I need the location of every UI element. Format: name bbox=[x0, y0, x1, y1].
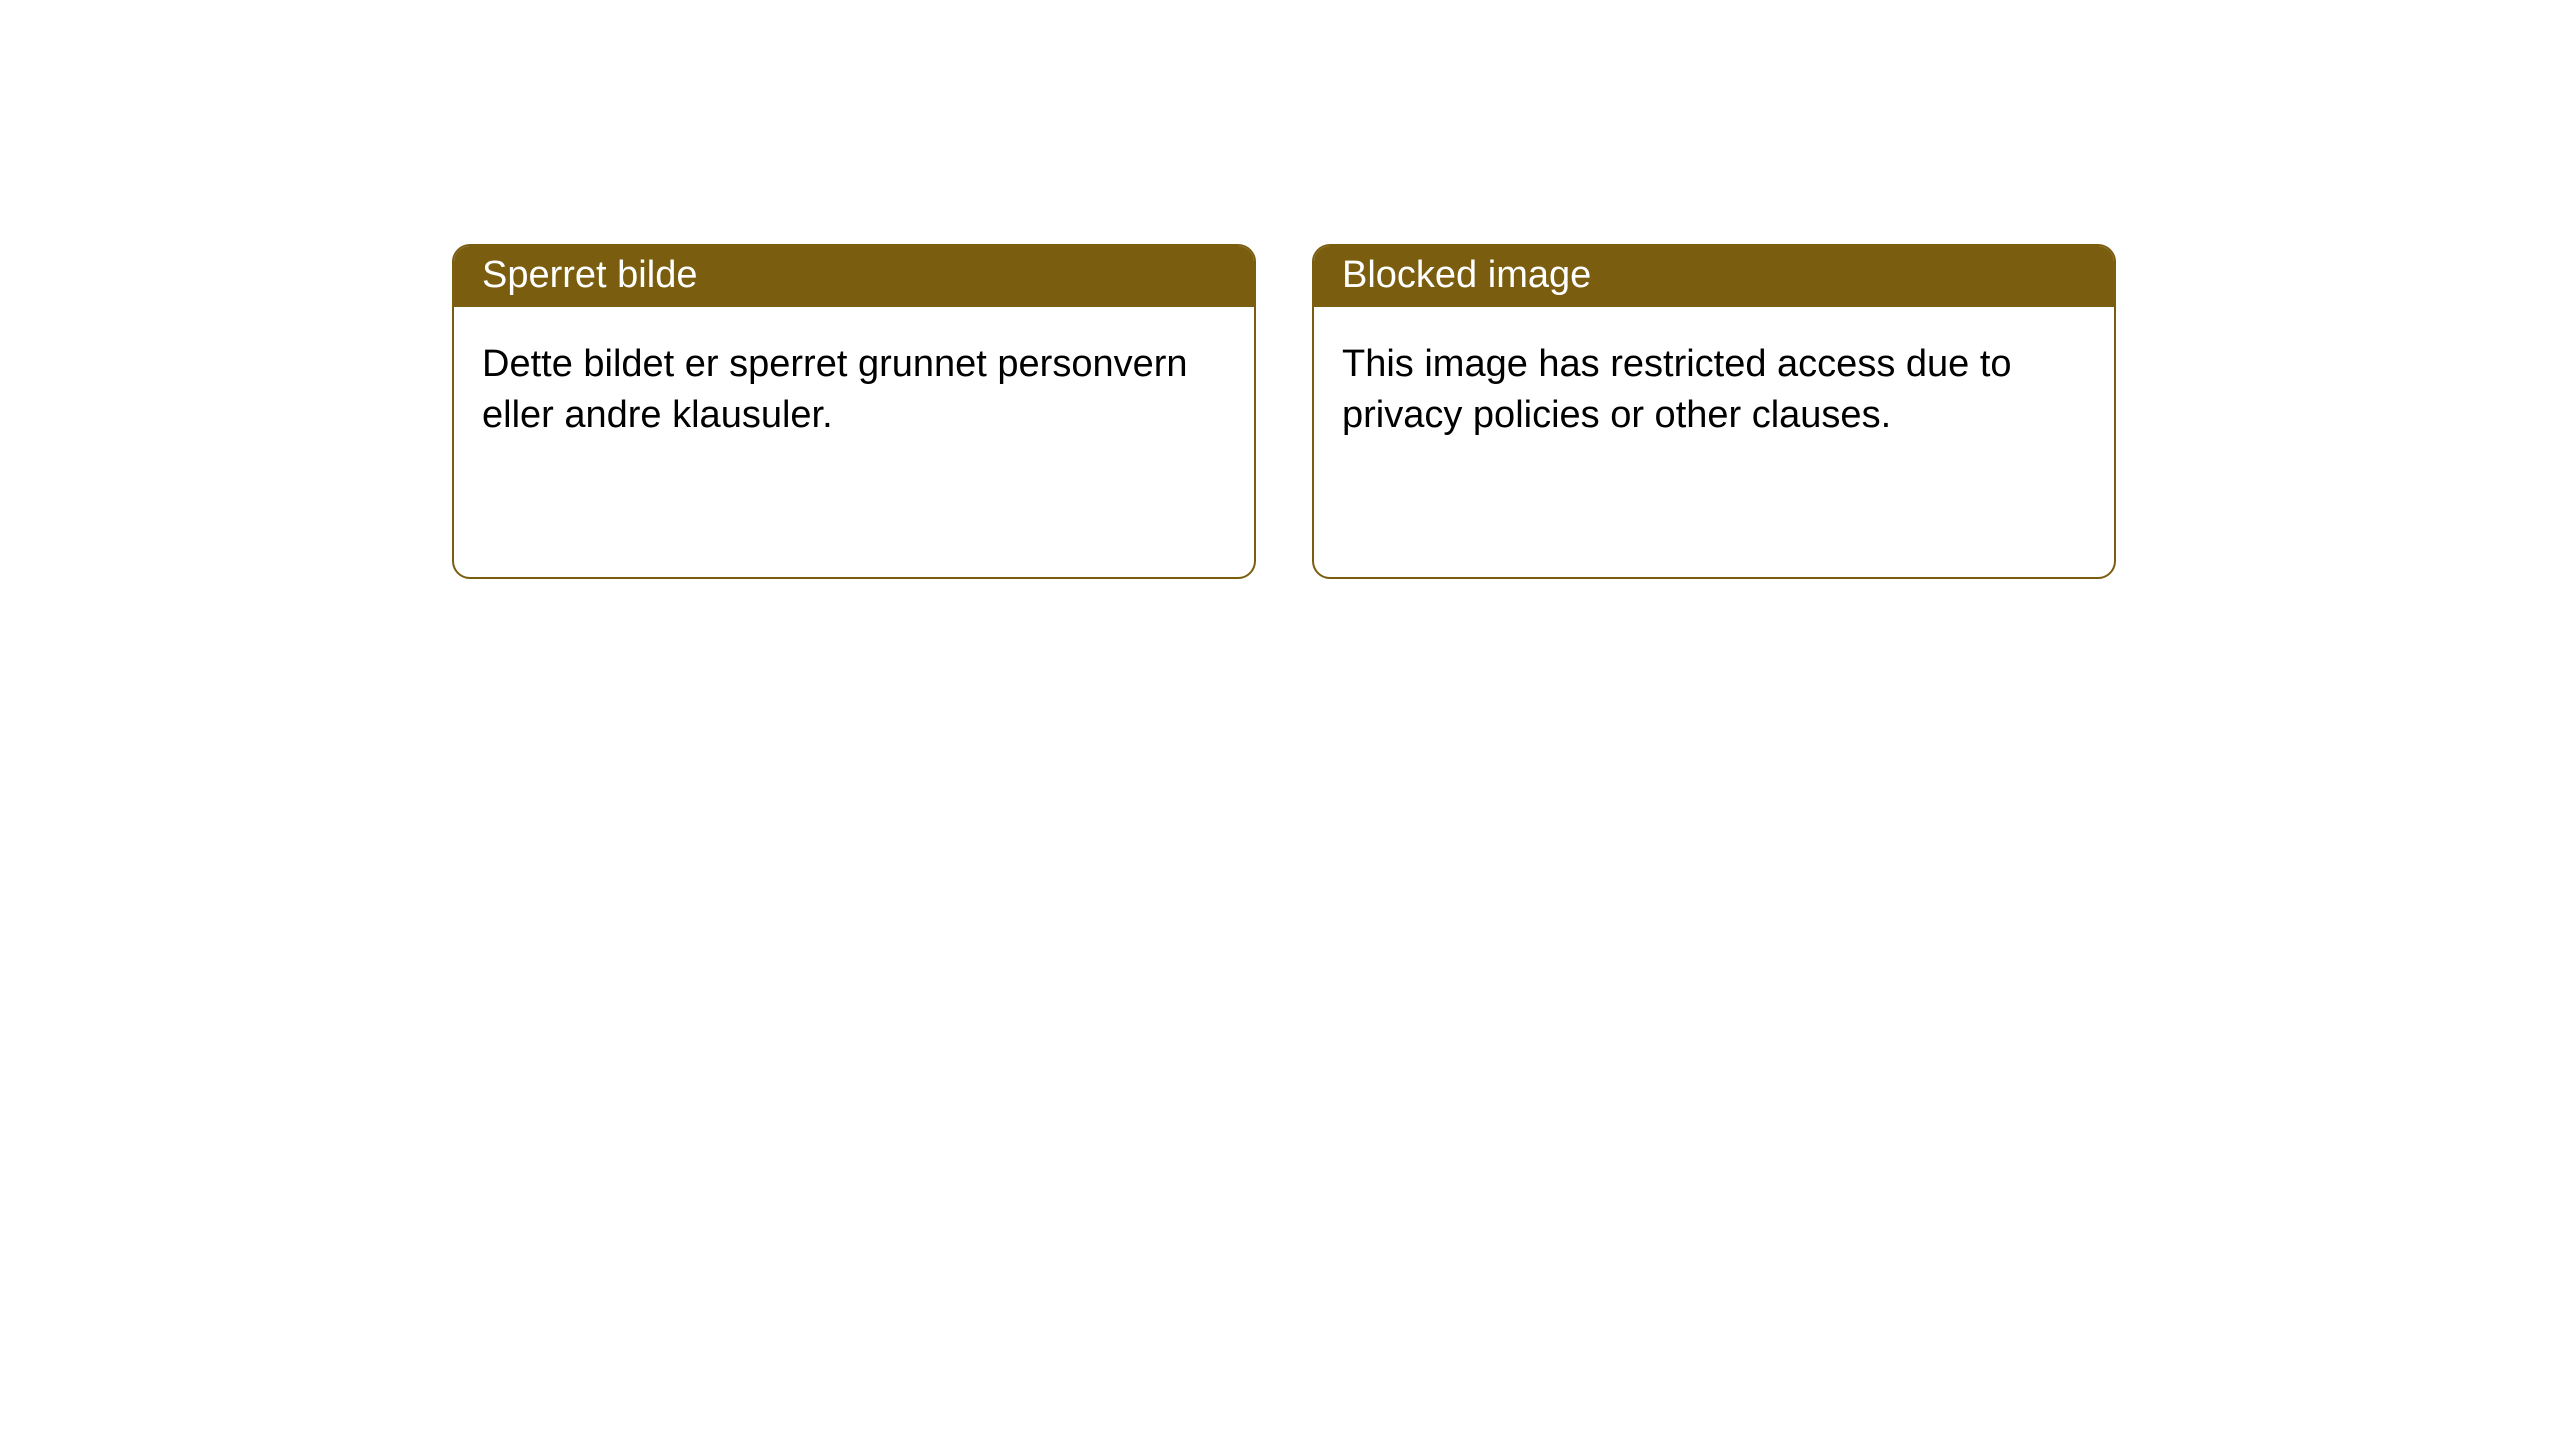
card-body-text: Dette bildet er sperret grunnet personve… bbox=[482, 343, 1188, 436]
card-header: Sperret bilde bbox=[454, 246, 1254, 307]
card-body-text: This image has restricted access due to … bbox=[1342, 343, 2012, 436]
card-body: This image has restricted access due to … bbox=[1314, 307, 2114, 474]
blocked-image-card-en: Blocked image This image has restricted … bbox=[1312, 244, 2116, 579]
card-header: Blocked image bbox=[1314, 246, 2114, 307]
notice-container: Sperret bilde Dette bildet er sperret gr… bbox=[0, 0, 2560, 579]
card-title: Blocked image bbox=[1342, 254, 1591, 296]
blocked-image-card-no: Sperret bilde Dette bildet er sperret gr… bbox=[452, 244, 1256, 579]
card-title: Sperret bilde bbox=[482, 254, 697, 296]
card-body: Dette bildet er sperret grunnet personve… bbox=[454, 307, 1254, 474]
